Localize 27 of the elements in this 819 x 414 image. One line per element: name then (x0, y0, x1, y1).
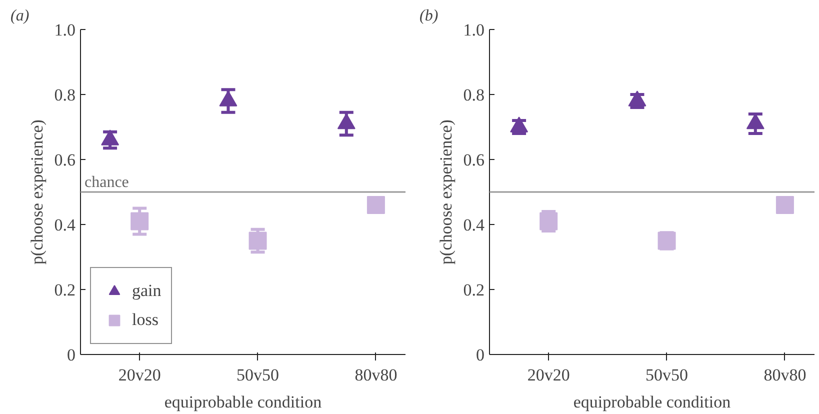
y-axis-title: p(choose experience) (436, 120, 456, 264)
y-tick-label: 0.2 (463, 280, 484, 300)
x-tick-label: 50v50 (646, 366, 688, 384)
y-tick-label: 0.8 (463, 86, 484, 104)
y-tick-label: 0.4 (54, 216, 76, 234)
x-tick-label: 20v20 (527, 366, 570, 384)
x-tick-label: 80v80 (764, 366, 806, 384)
ref-line-label: chance (84, 174, 129, 191)
y-tick-label: 0.8 (54, 86, 76, 104)
y-tick-label: 0.4 (463, 216, 485, 234)
x-tick-label: 20v20 (118, 366, 161, 384)
x-tick-label: 80v80 (354, 366, 398, 384)
x-axis-title: equiprobable condition (573, 392, 732, 412)
y-tick-label: 0.6 (54, 150, 76, 170)
y-tick-label: 0 (476, 346, 484, 364)
y-tick-label: 0.2 (54, 280, 76, 300)
y-tick-label: 0.6 (463, 150, 484, 170)
x-tick-label: 50v50 (236, 366, 280, 384)
y-tick-label: 1.0 (54, 20, 76, 40)
y-tick-label: 1.0 (463, 20, 484, 40)
chart-title: (b) (420, 8, 438, 24)
legend-label: loss (132, 310, 158, 330)
y-tick-label: 0 (67, 346, 76, 364)
chart-title: (a) (10, 8, 30, 24)
y-axis-title: p(choose experience) (27, 120, 46, 264)
legend-label: gain (132, 281, 162, 301)
x-axis-title: equiprobable condition (164, 392, 322, 412)
